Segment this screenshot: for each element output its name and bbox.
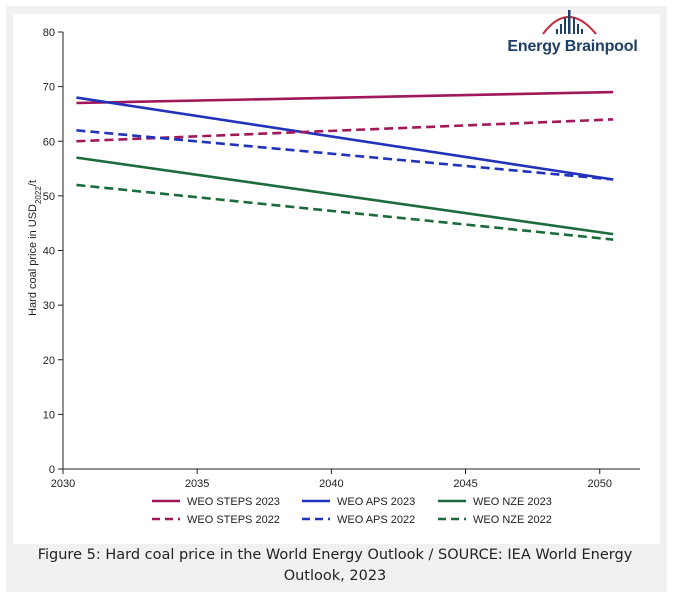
legend-label: WEO NZE 2023 (473, 496, 552, 508)
y-axis-label: Hard coal price in USD2022/t (27, 180, 43, 316)
legend: WEO STEPS 2023 WEO APS 2023 WEO NZE 2023 WE… (152, 496, 552, 526)
y-tick-label: 60 (43, 136, 55, 148)
series-layer (76, 90, 614, 241)
brand-logo-icon (542, 10, 597, 35)
y-tick-label: 0 (49, 464, 55, 476)
x-tick-label: 2040 (319, 478, 343, 490)
series-line-weo-steps-2023 (76, 90, 614, 105)
legend-label: WEO STEPS 2022 (187, 514, 280, 526)
y-tick-label: 10 (43, 409, 55, 421)
legend-label: WEO STEPS 2023 (187, 496, 280, 508)
y-tick-label: 30 (43, 300, 55, 312)
figure-caption: Figure 5: Hard coal price in the World E… (37, 547, 633, 584)
series-line-weo-aps-2023 (76, 96, 614, 181)
x-tick-label: 2045 (453, 478, 477, 490)
y-tick-label: 20 (43, 355, 55, 367)
legend-label: WEO APS 2023 (337, 496, 415, 508)
y-tick-label: 40 (43, 246, 55, 258)
y-tick-label: 70 (43, 82, 55, 94)
x-tick-label: 2035 (185, 478, 209, 490)
legend-label: WEO NZE 2022 (473, 514, 552, 526)
series-line-weo-nze-2023 (76, 156, 614, 236)
x-tick-label: 2050 (588, 478, 612, 490)
y-tick-label: 50 (43, 191, 55, 203)
series-line-weo-nze-2022 (76, 183, 614, 241)
x-tick-label: 2030 (51, 478, 75, 490)
legend-label: WEO APS 2022 (337, 514, 415, 526)
brand-name: Energy Brainpool (507, 38, 638, 55)
y-tick-label: 80 (43, 27, 55, 39)
series-line-weo-aps-2022 (76, 129, 614, 181)
